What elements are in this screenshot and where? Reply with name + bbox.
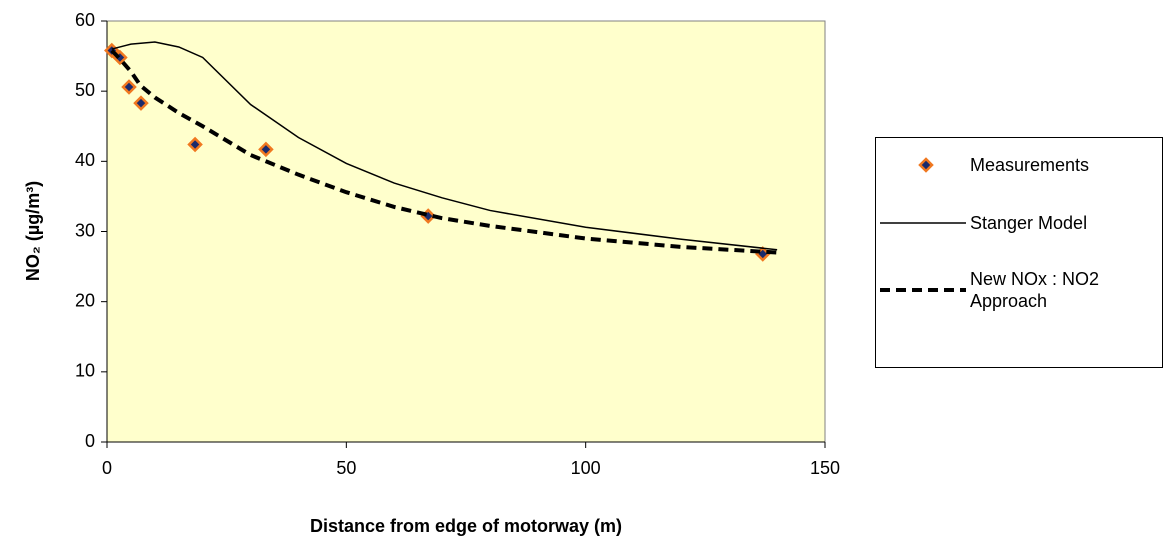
marker bbox=[121, 79, 137, 95]
series-line bbox=[110, 49, 778, 255]
legend-entry: Measurements bbox=[876, 152, 1089, 178]
legend-swatch bbox=[880, 288, 966, 292]
legend-swatch bbox=[880, 222, 966, 224]
y-tick-label: 40 bbox=[75, 150, 95, 170]
y-tick-label: 50 bbox=[75, 80, 95, 100]
series-line bbox=[111, 41, 778, 251]
legend-label: Stanger Model bbox=[970, 213, 1088, 233]
marker bbox=[258, 141, 274, 158]
x-tick-label: 100 bbox=[571, 458, 601, 478]
y-tick-label: 10 bbox=[75, 361, 95, 381]
legend-label: New NOx : NO2 Approach bbox=[970, 269, 1100, 311]
plot-area bbox=[106, 20, 826, 443]
legend: Measurements Stanger Model New NOx : NO2 A… bbox=[875, 137, 1163, 368]
x-axis-label: Distance from edge of motorway (m) bbox=[310, 516, 622, 536]
y-tick-label: 0 bbox=[85, 431, 95, 451]
marker bbox=[187, 136, 203, 153]
x-tick-label: 150 bbox=[810, 458, 840, 478]
legend-entry: New NOx : NO2 Approach bbox=[876, 268, 1160, 312]
y-axis-label: NO₂ (µg/m³) bbox=[23, 181, 43, 281]
y-tick-label: 20 bbox=[75, 290, 95, 310]
x-tick-label: 0 bbox=[102, 458, 112, 478]
legend-entry: Stanger Model bbox=[876, 210, 1087, 236]
y-tick-label: 30 bbox=[75, 220, 95, 240]
x-tick-label: 50 bbox=[336, 458, 356, 478]
legend-label: Measurements bbox=[970, 155, 1090, 175]
legend-swatch bbox=[918, 157, 934, 173]
y-tick-label: 60 bbox=[75, 10, 95, 30]
marker bbox=[133, 95, 149, 111]
marker bbox=[918, 157, 934, 173]
